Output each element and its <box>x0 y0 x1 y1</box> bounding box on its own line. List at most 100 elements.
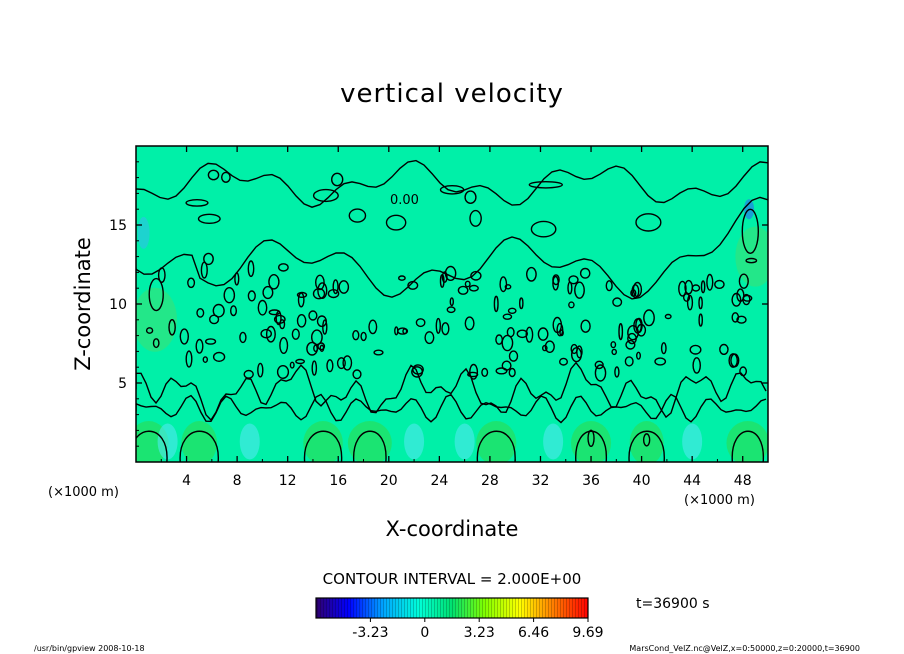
x-tick-label: 48 <box>734 473 752 489</box>
contour-line <box>731 430 764 462</box>
contour-loop <box>580 319 591 333</box>
contour-loop <box>467 371 479 378</box>
contour-loop <box>530 220 557 238</box>
contour-loop <box>614 366 620 378</box>
contour-loop <box>247 260 255 278</box>
contour-loop <box>624 356 634 367</box>
contour-loop <box>468 284 479 292</box>
contour-loop <box>689 344 702 355</box>
colorbar-tick-label: 3.23 <box>464 625 495 641</box>
contour-loop <box>499 276 508 293</box>
contour-loop <box>706 273 714 291</box>
contour-loop <box>373 349 384 356</box>
updraft-cell <box>629 421 664 462</box>
updraft-cell <box>476 421 517 462</box>
contour-loop <box>574 281 585 299</box>
contour-loop <box>397 275 406 281</box>
contour-loop <box>185 350 193 368</box>
colorbar-tick-label: 9.69 <box>572 625 603 641</box>
contour-loop <box>407 280 419 290</box>
downdraft-cell <box>543 423 564 460</box>
updraft-cell <box>735 226 768 287</box>
contour-loop <box>507 307 517 314</box>
contour-loop <box>205 338 217 345</box>
contour-loop <box>327 289 340 299</box>
contour-lines <box>136 159 768 462</box>
updraft-cell <box>726 421 768 462</box>
contour-loop <box>207 169 220 181</box>
contour-loop <box>568 275 579 285</box>
contour-loop <box>257 362 264 378</box>
contour-loop <box>338 280 350 294</box>
x-tick-label: 32 <box>532 473 550 489</box>
contour-loop <box>268 309 281 316</box>
contour-loop <box>508 350 519 362</box>
contour-loop <box>212 303 225 318</box>
x-tick-label: 36 <box>582 473 600 489</box>
contour-loop <box>439 274 445 288</box>
contour-loop <box>519 297 524 310</box>
contour-loop <box>719 343 729 356</box>
contour-loop <box>642 433 651 447</box>
contour-loop <box>631 284 640 299</box>
contour-loop <box>742 293 751 306</box>
contour-loop <box>610 341 617 349</box>
x-tick-label: 40 <box>633 473 651 489</box>
contour-loop <box>526 266 537 282</box>
velocity-field <box>136 199 768 462</box>
colorbar-tick-label: 0 <box>420 625 429 641</box>
contour-loop <box>185 198 209 207</box>
contour-loop <box>279 319 286 330</box>
time-label: t=36900 s <box>636 596 710 612</box>
contour-loop <box>508 367 516 378</box>
contour-loop <box>741 208 760 255</box>
contour-loop <box>239 331 247 344</box>
contour-loop <box>525 326 534 343</box>
contour-loop <box>446 306 456 314</box>
contour-loop <box>152 338 160 349</box>
y-tick-label: 15 <box>109 218 127 234</box>
contour-loop <box>528 180 563 189</box>
chart-title: vertical velocity <box>340 79 564 109</box>
contour-loop <box>692 357 702 374</box>
downdraft-cell <box>239 423 260 460</box>
contour-loop <box>402 328 408 335</box>
contour-loop <box>576 345 583 359</box>
contour-loop <box>559 357 569 366</box>
contour-loop <box>605 280 613 292</box>
contour-loop <box>686 294 694 311</box>
contour-loop <box>262 285 274 300</box>
contour-loop <box>714 279 725 290</box>
updraft-cell <box>303 421 343 462</box>
contour-loop <box>444 265 457 282</box>
contour-loop <box>698 313 704 327</box>
contour-loop <box>279 337 289 355</box>
downdraft-cell <box>137 216 150 249</box>
contour-loop <box>594 364 607 382</box>
contour-loop <box>632 281 643 298</box>
contour-loop <box>360 331 367 342</box>
contour-loop <box>739 366 747 377</box>
contour-loop <box>579 267 591 279</box>
contour-line <box>628 430 665 462</box>
contour-loop <box>470 270 482 281</box>
contour-loop <box>157 267 166 283</box>
contour-line <box>136 361 767 422</box>
x-axis-label: X-coordinate <box>386 517 519 541</box>
contour-loop <box>411 366 424 378</box>
contour-loop <box>567 281 573 295</box>
contour-loop <box>260 328 273 339</box>
contour-loop <box>544 340 555 354</box>
contour-loop <box>203 252 214 266</box>
y-axis-label: Z-coordinate <box>71 237 95 371</box>
contour-loop <box>457 285 469 295</box>
contour-label: 0.00 <box>390 193 419 208</box>
contour-loop <box>469 209 482 227</box>
updraft-cell <box>347 421 392 462</box>
contour-loop <box>277 263 289 272</box>
contour-loop <box>265 325 276 343</box>
contour-line <box>575 430 607 462</box>
contour-loop <box>148 277 164 312</box>
contour-loop <box>311 360 318 376</box>
contour-loop <box>223 287 236 304</box>
